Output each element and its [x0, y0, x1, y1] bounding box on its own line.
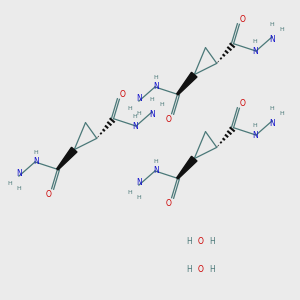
Text: O: O: [120, 90, 126, 99]
Text: N: N: [33, 158, 39, 166]
Text: O: O: [240, 99, 246, 108]
Text: H: H: [133, 114, 137, 119]
Text: N: N: [252, 130, 258, 140]
Text: H: H: [253, 39, 257, 44]
Text: N: N: [252, 46, 258, 56]
Text: O: O: [166, 199, 172, 208]
Text: H: H: [253, 123, 257, 128]
Text: O: O: [166, 115, 172, 124]
Text: H: H: [154, 159, 158, 164]
Text: N: N: [132, 122, 138, 130]
Text: H: H: [136, 111, 141, 116]
Polygon shape: [177, 156, 197, 179]
Text: N: N: [269, 119, 275, 128]
Text: H: H: [209, 237, 215, 246]
Text: H: H: [209, 266, 215, 274]
Text: H: H: [34, 150, 38, 155]
Text: O: O: [240, 15, 246, 24]
Text: N: N: [153, 82, 159, 91]
Text: N: N: [136, 178, 142, 187]
Text: H: H: [279, 110, 284, 116]
Text: H: H: [16, 186, 21, 191]
Text: H: H: [150, 97, 154, 102]
Text: N: N: [16, 169, 22, 178]
Text: H: H: [127, 190, 132, 196]
Text: H: H: [136, 195, 141, 200]
Text: O: O: [46, 190, 52, 199]
Polygon shape: [177, 72, 197, 95]
Text: H: H: [279, 26, 284, 32]
Polygon shape: [57, 147, 77, 170]
Text: N: N: [153, 167, 159, 176]
Text: N: N: [136, 94, 142, 103]
Text: H: H: [127, 106, 132, 112]
Text: O: O: [198, 237, 204, 246]
Text: H: H: [154, 75, 158, 80]
Text: N: N: [269, 35, 275, 44]
Text: H: H: [187, 237, 193, 246]
Text: H: H: [270, 22, 274, 27]
Text: H: H: [159, 101, 164, 106]
Text: O: O: [198, 266, 204, 274]
Text: H: H: [7, 182, 12, 187]
Text: H: H: [187, 266, 193, 274]
Text: N: N: [149, 110, 155, 119]
Text: H: H: [270, 106, 274, 111]
